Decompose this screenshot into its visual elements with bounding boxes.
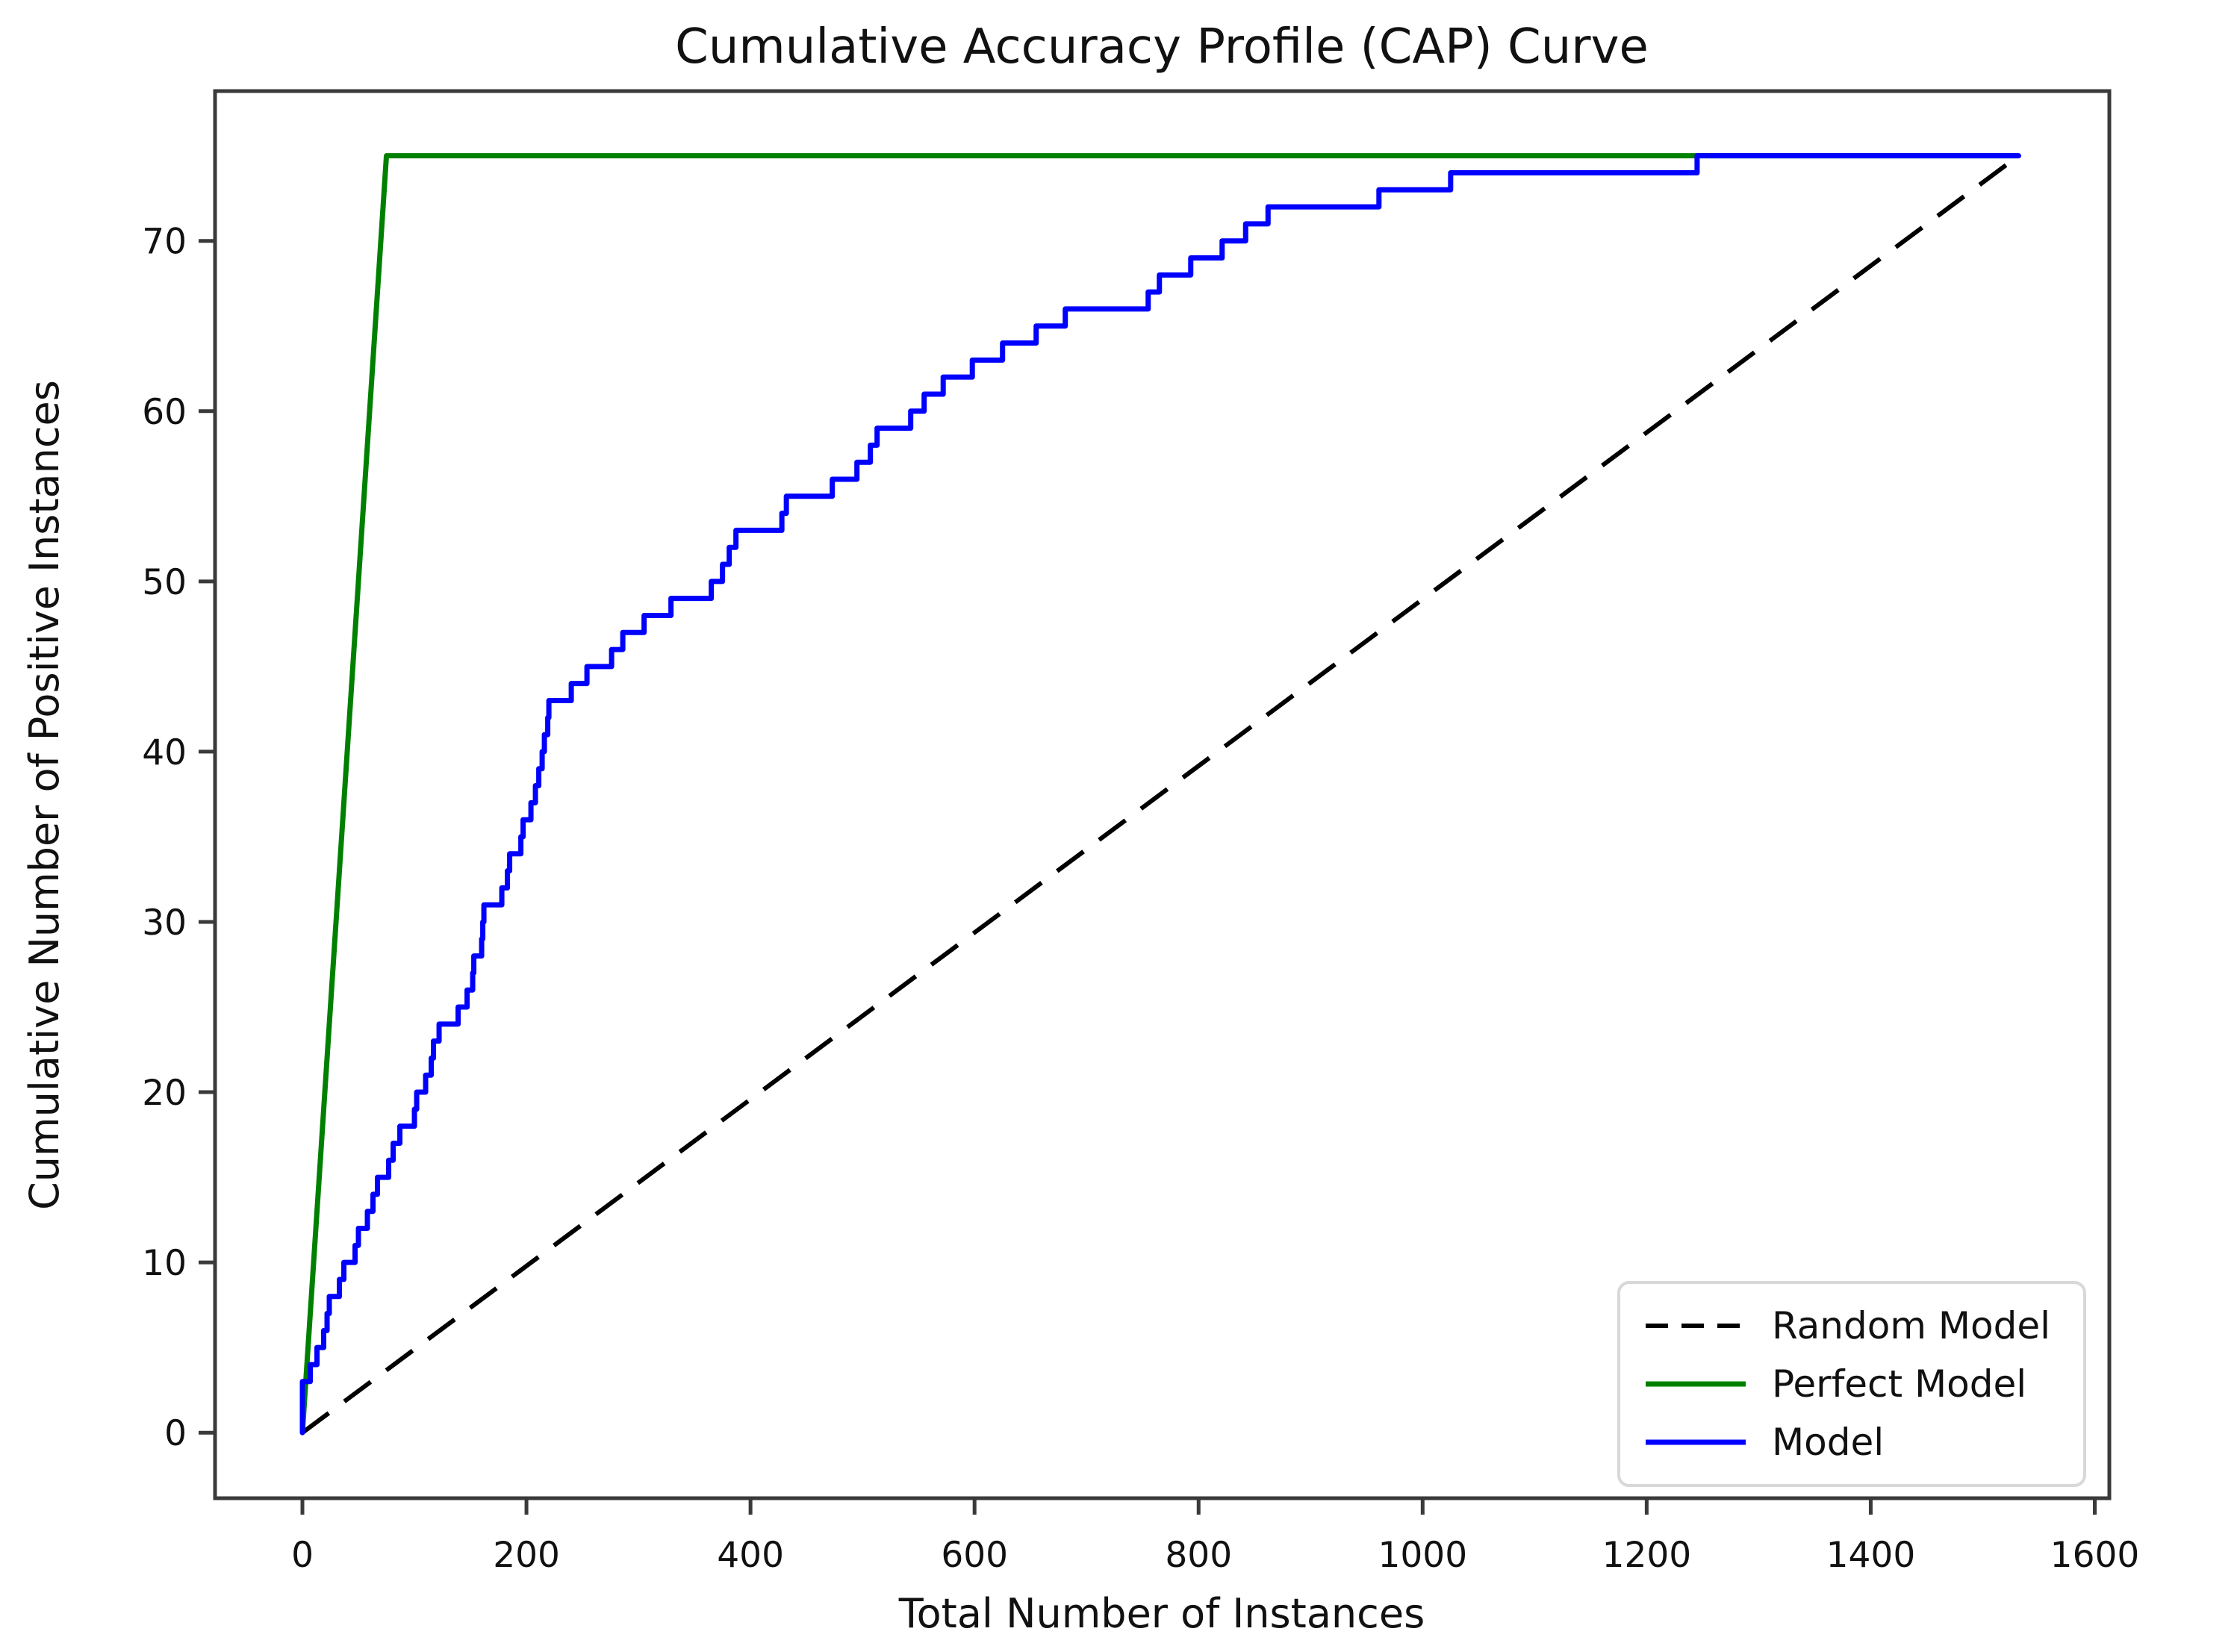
legend-item-perfect-model: Perfect Model	[1646, 1362, 2026, 1406]
random-model-line	[301, 154, 2020, 1435]
x-tick-label: 1600	[2050, 1535, 2140, 1576]
legend: Random Model Perfect Model Model	[1617, 1281, 2086, 1487]
y-tick-label: 60	[142, 392, 187, 433]
x-tick-label: 800	[1165, 1535, 1232, 1576]
x-tick-label: 1200	[1602, 1535, 1692, 1576]
x-tick-label: 600	[941, 1535, 1008, 1576]
y-tick-label: 0	[164, 1413, 187, 1454]
x-axis-label: Total Number of Instances	[898, 1590, 1425, 1637]
axes-group: 0 200 400 600 800 1000 1200 1400 1600 0 10 20 30 40 50…	[142, 89, 2139, 1576]
x-axis-ticks: 0 200 400 600 800 1000 1200 1400 1600	[291, 1498, 2139, 1576]
y-tick-label: 70	[142, 222, 187, 263]
y-tick-label: 40	[142, 732, 187, 773]
legend-label: Random Model	[1772, 1304, 2050, 1347]
legend-label: Model	[1772, 1421, 1884, 1464]
x-tick-label: 1000	[1378, 1535, 1468, 1576]
y-tick-label: 30	[142, 903, 187, 944]
y-axis-label: Cumulative Number of Positive Instances	[21, 380, 68, 1210]
perfect-model-line	[299, 153, 2019, 1433]
model-line	[299, 153, 2021, 1436]
plot-series-group	[299, 153, 2021, 1436]
legend-item-model: Model	[1646, 1421, 1884, 1464]
plot-border	[213, 89, 2112, 1500]
legend-label: Perfect Model	[1772, 1362, 2026, 1406]
chart-title: Cumulative Accuracy Profile (CAP) Curve	[675, 19, 1649, 75]
y-tick-label: 50	[142, 562, 187, 603]
x-tick-label: 0	[291, 1535, 314, 1576]
legend-item-random-model: Random Model	[1646, 1304, 2050, 1347]
y-tick-label: 10	[142, 1243, 187, 1284]
x-tick-label: 200	[493, 1535, 560, 1576]
x-tick-label: 400	[717, 1535, 784, 1576]
x-tick-label: 1400	[1826, 1535, 1916, 1576]
y-tick-label: 20	[142, 1073, 187, 1114]
y-axis-ticks: 0 10 20 30 40 50 60 70	[142, 222, 215, 1454]
legend-box	[1617, 1281, 2086, 1487]
